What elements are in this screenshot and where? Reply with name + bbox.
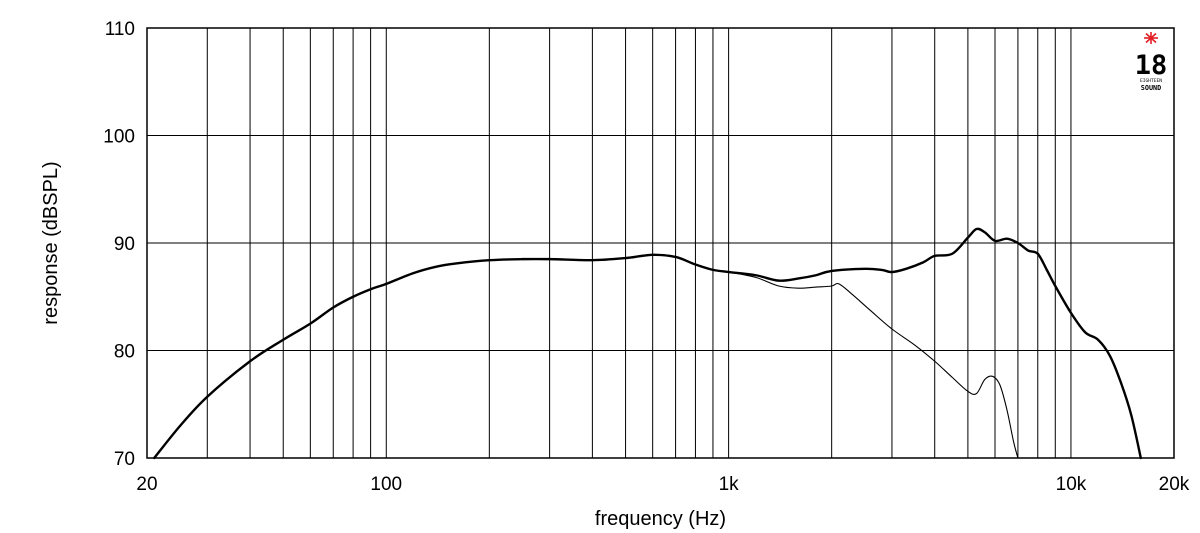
tick-labels: 20 100 1k 10k 20k 70 80 90 100 110 (103, 19, 1190, 495)
y-axis-title: response (dBSPL) (40, 161, 62, 324)
eighteen-sound-logo: 18 EIGHTEEN SOUND (1135, 32, 1168, 92)
series-layer (153, 227, 1143, 460)
y-tick-label: 100 (103, 127, 135, 148)
response-curve-secondary (728, 271, 1019, 459)
x-tick-label: 100 (370, 474, 402, 495)
x-axis-title: frequency (Hz) (595, 508, 726, 530)
y-tick-label: 110 (105, 19, 135, 40)
y-tick-label: 90 (114, 234, 135, 255)
y-tick-label: 70 (114, 449, 135, 470)
x-tick-label: 20 (136, 474, 157, 495)
svg-text:18: 18 (1135, 50, 1168, 81)
y-tick-label: 80 (114, 342, 135, 363)
x-tick-label: 10k (1056, 474, 1087, 495)
red-star-icon (1144, 32, 1158, 44)
response-curve-main (153, 227, 1143, 460)
x-tick-label: 20k (1159, 474, 1190, 495)
svg-text:EIGHTEEN: EIGHTEEN (1140, 78, 1162, 84)
x-tick-label: 1k (719, 474, 740, 495)
plot-frame (146, 27, 1175, 459)
grid-lines (147, 28, 1174, 458)
svg-text:SOUND: SOUND (1141, 84, 1161, 92)
